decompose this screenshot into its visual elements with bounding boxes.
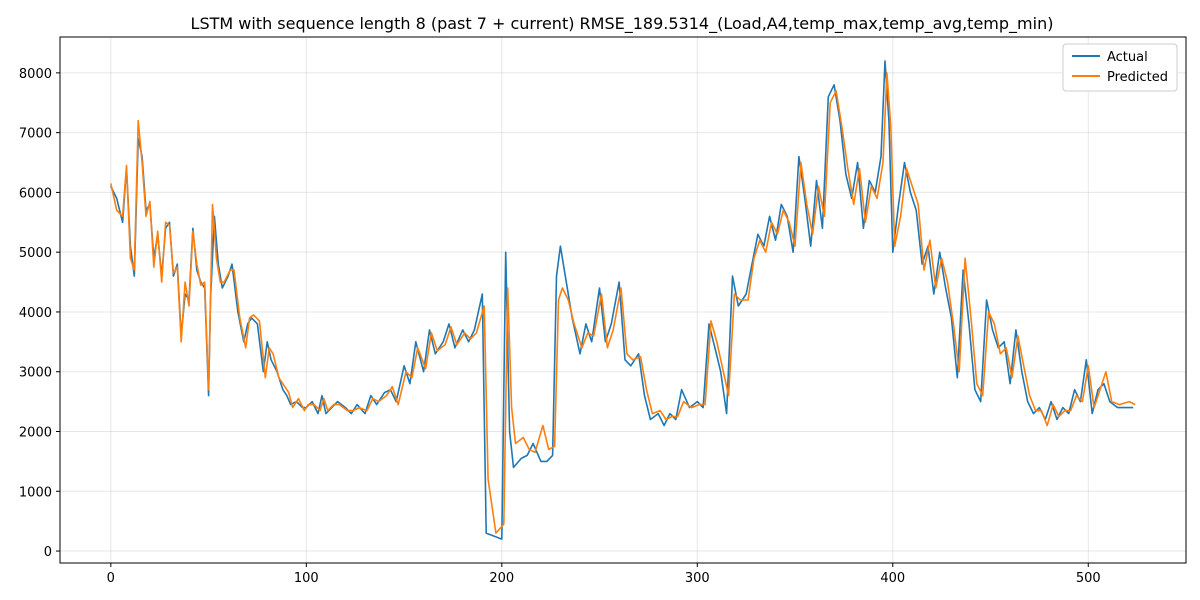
y-tick-label: 1000	[19, 485, 52, 500]
y-tick-label: 3000	[19, 366, 52, 381]
x-tick-label: 0	[107, 571, 115, 586]
x-axis: 0 100 200 300 400 500	[107, 563, 1101, 586]
grid-lines	[60, 37, 1186, 563]
x-tick-label: 300	[685, 571, 710, 586]
plot-area	[60, 37, 1186, 563]
legend-actual-label: Actual	[1107, 50, 1148, 65]
chart-title: LSTM with sequence length 8 (past 7 + cu…	[191, 14, 1054, 34]
y-tick-label: 6000	[19, 186, 52, 201]
series-line-predicted	[110, 72, 1136, 534]
series-layer	[110, 60, 1136, 540]
y-tick-label: 7000	[19, 127, 52, 142]
legend: Actual Predicted	[1062, 43, 1178, 92]
plot-frame	[59, 36, 1187, 564]
y-axis: 0 1000 2000 3000 4000 5000 6000 7000 8000	[19, 67, 60, 560]
y-tick-label: 4000	[19, 306, 52, 321]
y-tick-label: 5000	[19, 246, 52, 261]
x-tick-label: 400	[880, 571, 905, 586]
x-tick-label: 500	[1076, 571, 1101, 586]
legend-predicted-label: Predicted	[1107, 70, 1168, 85]
series-line-actual	[110, 60, 1134, 540]
x-tick-label: 100	[294, 571, 319, 586]
x-tick-label: 200	[489, 571, 514, 586]
y-tick-label: 2000	[19, 426, 52, 441]
y-tick-label: 0	[44, 545, 52, 560]
y-tick-label: 8000	[19, 67, 52, 82]
